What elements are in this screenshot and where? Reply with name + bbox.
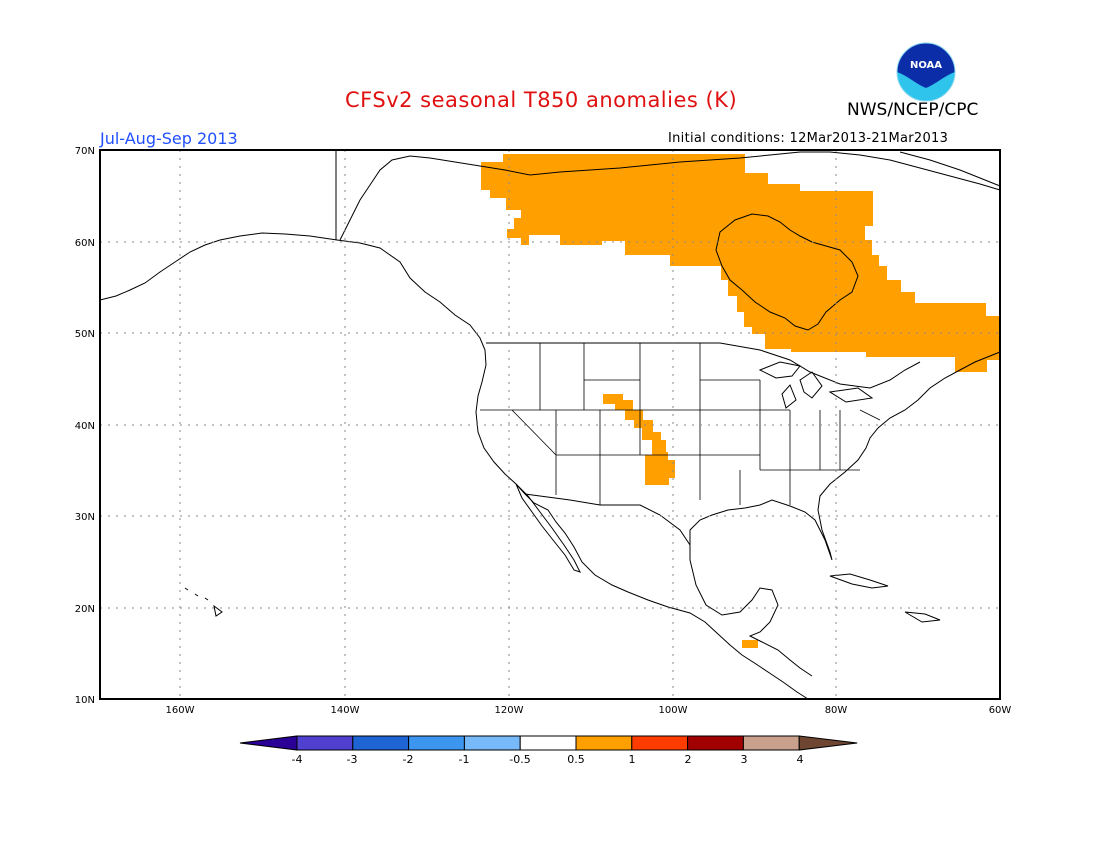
us-state-lines bbox=[480, 343, 881, 505]
map-title: CFSv2 seasonal T850 anomalies (K) bbox=[345, 88, 738, 112]
x-tick-label: 100W bbox=[659, 705, 688, 716]
great-lakes bbox=[758, 361, 874, 409]
logo-text: NOAA bbox=[910, 60, 942, 71]
coastline-arctic bbox=[339, 151, 1001, 241]
anomaly-region-central-america bbox=[742, 640, 758, 648]
coastline-east bbox=[689, 351, 1001, 561]
y-tick-label: 10N bbox=[75, 695, 95, 706]
initial-conditions: Initial conditions: 12Mar2013-21Mar2013 bbox=[668, 131, 949, 146]
y-tick-label: 30N bbox=[75, 512, 95, 523]
x-tick-labels: 160W 140W 120W 100W 80W 60W bbox=[166, 705, 1012, 716]
x-tick-label: 80W bbox=[825, 705, 848, 716]
forecast-period: Jul-Aug-Sep 2013 bbox=[100, 129, 238, 148]
anomaly-region-northern-canada bbox=[481, 154, 1000, 372]
y-tick-labels: 10N 20N 30N 40N 50N 60N 70N bbox=[75, 146, 95, 706]
y-tick-label: 60N bbox=[75, 238, 95, 249]
grid-layer bbox=[100, 150, 1000, 699]
x-tick-label: 160W bbox=[166, 705, 195, 716]
coastline-greenland bbox=[899, 151, 1001, 187]
anomaly-fill-layer bbox=[481, 154, 1000, 648]
y-tick-label: 50N bbox=[75, 329, 95, 340]
y-tick-label: 70N bbox=[75, 146, 95, 157]
y-tick-label: 40N bbox=[75, 421, 95, 432]
border-us-mexico bbox=[524, 493, 691, 546]
noaa-logo: NOAA bbox=[896, 42, 956, 102]
x-tick-label: 60W bbox=[989, 705, 1012, 716]
anomaly-region-great-plains bbox=[603, 394, 675, 485]
coastline-west bbox=[99, 232, 809, 700]
agency-label: NWS/NCEP/CPC bbox=[847, 100, 979, 120]
x-tick-label: 140W bbox=[331, 705, 360, 716]
coastline-yucatan bbox=[689, 559, 813, 677]
x-tick-label: 120W bbox=[495, 705, 524, 716]
caribbean-islands bbox=[829, 573, 941, 623]
y-tick-label: 20N bbox=[75, 604, 95, 615]
map-border bbox=[99, 149, 1001, 700]
boundaries-layer bbox=[99, 150, 1001, 700]
coastline-baja bbox=[515, 483, 581, 573]
coastline-hudson-bay bbox=[715, 213, 859, 331]
hawaii-islands bbox=[184, 587, 223, 617]
